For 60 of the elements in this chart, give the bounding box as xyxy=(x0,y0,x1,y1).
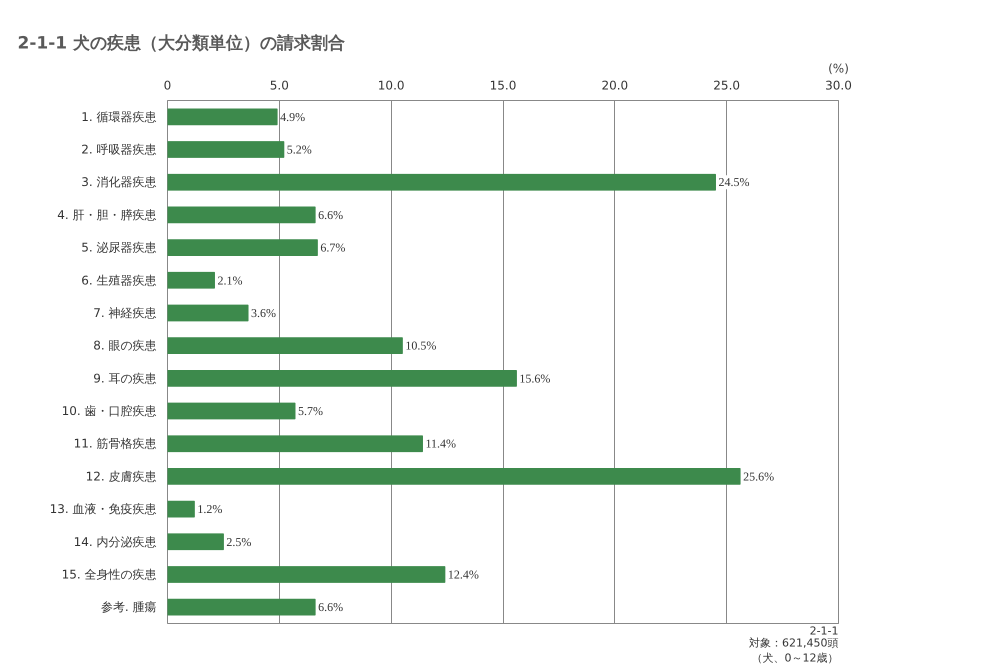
bar xyxy=(168,206,316,224)
data-label: 5.7% xyxy=(298,404,323,418)
data-label: 6.6% xyxy=(318,600,344,614)
bar xyxy=(168,598,316,616)
data-label: 2.1% xyxy=(217,273,242,288)
text: 対象：621,450頭 xyxy=(749,636,839,650)
bar xyxy=(168,108,278,126)
bar xyxy=(168,533,224,550)
data-label: 10.5% xyxy=(405,338,436,353)
bar xyxy=(168,272,215,289)
data-label: 2.5% xyxy=(226,534,252,549)
y-tick-label: 12. 皮膚疾患 xyxy=(86,469,157,484)
y-tick-label: 3. 消化器疾患 xyxy=(81,175,156,190)
y-tick-label: 1. 循環器疾患 xyxy=(81,110,156,124)
bar xyxy=(168,435,423,452)
y-tick-label: 10. 歯・口腔疾患 xyxy=(62,404,157,418)
y-tick-label: 9. 耳の疾患 xyxy=(93,371,156,386)
y-tick-label: 6. 生殖器疾患 xyxy=(81,273,156,288)
bar xyxy=(168,337,403,354)
bar xyxy=(168,239,318,256)
bar xyxy=(168,304,249,322)
data-label: 25.6% xyxy=(743,469,774,484)
x-tick-label: 30.0 xyxy=(825,78,852,92)
data-label: 3.6% xyxy=(251,306,276,320)
y-tick-label: 5. 泌尿器疾患 xyxy=(81,240,156,255)
data-label: 24.5% xyxy=(718,175,750,190)
bar xyxy=(168,141,284,158)
x-tick-label: 5.0 xyxy=(270,78,289,92)
y-tick-label: 11. 筋骨格疾患 xyxy=(74,436,157,451)
bar xyxy=(168,174,716,191)
data-label: 5.2% xyxy=(286,142,312,157)
x-tick-label: 20.0 xyxy=(601,78,628,92)
data-label: 15.6% xyxy=(519,371,550,386)
x-tick-label: 15.0 xyxy=(490,78,516,92)
y-tick-label: 15. 全身性の疾患 xyxy=(62,567,157,582)
data-label: 11.4% xyxy=(425,436,456,451)
y-tick-label: 13. 血液・免疫疾患 xyxy=(50,502,157,516)
bar xyxy=(168,500,195,518)
y-tick-label: 7. 神経疾患 xyxy=(93,306,156,320)
y-tick-label: 14. 内分泌疾患 xyxy=(74,534,157,549)
data-label: 4.9% xyxy=(280,110,306,124)
data-label: 12.4% xyxy=(448,567,479,582)
chart-title: 2-1-1 犬の疾患（大分類単位）の請求割合 xyxy=(18,34,346,54)
x-tick-label: 0 xyxy=(164,78,172,92)
x-axis-title: (%) xyxy=(828,62,849,76)
y-tick-label: 2. 呼吸器疾患 xyxy=(81,142,156,157)
bar xyxy=(168,402,296,420)
data-label: 6.6% xyxy=(318,208,344,222)
data-label: 6.7% xyxy=(320,240,346,255)
x-tick-label: 25.0 xyxy=(713,78,740,92)
bar xyxy=(168,370,517,387)
text: （犬、0～12歳） xyxy=(752,652,839,664)
data-label: 1.2% xyxy=(197,502,222,516)
y-tick-label: 8. 眼の疾患 xyxy=(93,338,156,353)
y-tick-label: 4. 肝・胆・膵疾患 xyxy=(57,208,156,222)
y-tick-label: 参考. 腫瘍 xyxy=(100,600,157,614)
text: 2-1-1 xyxy=(810,624,839,638)
bar xyxy=(168,468,741,485)
x-tick-label: 10.0 xyxy=(378,78,405,92)
bar xyxy=(168,566,446,583)
